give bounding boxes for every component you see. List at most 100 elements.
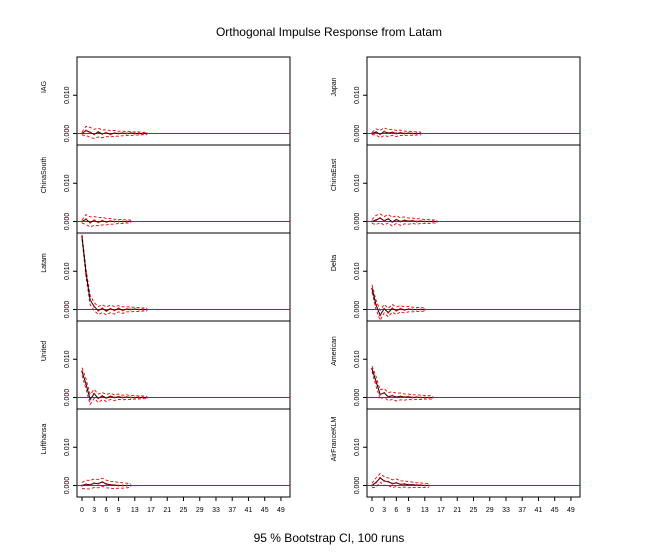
x-tick-label: 25 bbox=[470, 507, 478, 514]
irf-point bbox=[121, 484, 124, 487]
ci-upper-line bbox=[81, 367, 148, 397]
ci-lower-line bbox=[371, 292, 425, 322]
irf-point bbox=[117, 395, 120, 398]
y-tick-label: 0.010 bbox=[354, 174, 361, 192]
x-tick-label: 33 bbox=[502, 507, 510, 514]
irf-point bbox=[129, 220, 132, 223]
x-tick-label: 49 bbox=[567, 507, 575, 514]
irf-point bbox=[97, 309, 100, 312]
panel-united: 0.000 0.010 United bbox=[41, 320, 291, 410]
irf-point bbox=[407, 483, 410, 486]
ci-lower-line bbox=[81, 134, 147, 139]
ci-lower-line bbox=[371, 371, 433, 402]
panel-label: American bbox=[331, 336, 338, 366]
x-tick-label: 45 bbox=[551, 507, 559, 514]
chart-title: Orthogonal Impulse Response from Latam bbox=[215, 25, 443, 39]
irf-point bbox=[105, 131, 108, 134]
irf-point bbox=[395, 481, 398, 484]
irf-point bbox=[383, 219, 386, 222]
x-tick-label: 29 bbox=[486, 507, 494, 514]
y-tick-label: 0.010 bbox=[64, 438, 71, 456]
y-tick-label: 0.010 bbox=[354, 262, 361, 280]
panel-label: United bbox=[41, 341, 48, 361]
irf-point bbox=[129, 308, 132, 311]
panel-japan: 0.000 0.010 Japan bbox=[331, 56, 581, 146]
irf-point bbox=[399, 131, 402, 134]
irf-point bbox=[379, 476, 382, 479]
irf-point bbox=[419, 484, 422, 487]
panel-american: 0.000 0.010 American bbox=[331, 320, 581, 410]
irf-point bbox=[395, 396, 398, 399]
irf-point bbox=[423, 396, 426, 399]
irf-point bbox=[431, 396, 434, 399]
y-tick-label: 0.010 bbox=[64, 174, 71, 192]
panel-label: Japan bbox=[331, 77, 338, 96]
irf-point bbox=[395, 218, 398, 221]
x-tick-label: 9 bbox=[407, 507, 411, 514]
panel-chinasouth: 0.000 0.010 ChinaSouth bbox=[41, 144, 291, 234]
x-tick-label: 13 bbox=[131, 507, 139, 514]
ci-upper-line bbox=[81, 477, 131, 485]
irf-point bbox=[121, 220, 124, 223]
ci-upper-line bbox=[371, 127, 421, 133]
irf-point bbox=[145, 308, 148, 311]
x-tick-label: 25 bbox=[180, 507, 188, 514]
irf-point bbox=[117, 307, 120, 310]
irf-point bbox=[383, 479, 386, 482]
irf-point bbox=[411, 132, 414, 135]
irf-point bbox=[419, 396, 422, 399]
irf-point bbox=[97, 130, 100, 133]
panel-frame bbox=[366, 232, 581, 322]
irf-point bbox=[387, 217, 390, 220]
panel-label: Lufthansa bbox=[41, 424, 48, 455]
irf-point bbox=[133, 308, 136, 311]
irf-point bbox=[407, 132, 410, 135]
irf-point bbox=[415, 484, 418, 487]
x-tick-label: 0 bbox=[80, 507, 84, 514]
irf-point bbox=[133, 132, 136, 135]
x-tick-label: 6 bbox=[394, 507, 398, 514]
irf-point bbox=[101, 394, 104, 397]
irf-point bbox=[121, 309, 124, 312]
x-tick-label: 33 bbox=[212, 507, 220, 514]
irf-point bbox=[145, 132, 148, 135]
irf-point bbox=[383, 130, 386, 133]
ci-upper-line bbox=[81, 214, 131, 221]
irf-point bbox=[375, 481, 378, 484]
irf-point bbox=[371, 287, 373, 290]
irf-point bbox=[419, 308, 422, 311]
x-tick-label: 29 bbox=[196, 507, 204, 514]
x-tick-label: 3 bbox=[382, 507, 386, 514]
irf-point bbox=[101, 307, 104, 310]
irf-point bbox=[89, 221, 92, 224]
irf-point bbox=[85, 218, 88, 221]
y-tick-label: 0.000 bbox=[64, 301, 71, 319]
x-tick-label: 17 bbox=[437, 507, 445, 514]
y-tick-label: 0.010 bbox=[354, 86, 361, 104]
ci-upper-line bbox=[81, 125, 147, 133]
x-tick-label: 6 bbox=[104, 507, 108, 514]
irf-point bbox=[109, 133, 112, 136]
irf-point bbox=[379, 393, 382, 396]
irf-point bbox=[85, 483, 88, 486]
panel-airfranceklm: 0.000 0.010 AirFranceKLM 0 3 6 9 13 17 21 25 29 33 37… bbox=[331, 408, 581, 514]
irf-point bbox=[411, 483, 414, 486]
x-tick-label: 37 bbox=[228, 507, 236, 514]
irf-point bbox=[375, 303, 378, 306]
irf-point bbox=[129, 396, 132, 399]
irf-point bbox=[387, 132, 390, 135]
irf-point bbox=[415, 308, 418, 311]
irf-point bbox=[113, 484, 116, 487]
ci-upper-line bbox=[371, 284, 425, 312]
irf-point bbox=[403, 308, 406, 311]
x-tick-label: 45 bbox=[261, 507, 269, 514]
ci-lower-line bbox=[81, 239, 147, 316]
irf-point bbox=[387, 395, 390, 398]
irf-point bbox=[85, 129, 88, 132]
irf-point bbox=[375, 130, 378, 133]
irf-point bbox=[89, 298, 92, 301]
ci-upper-line bbox=[371, 365, 433, 397]
ci-lower-line bbox=[81, 222, 131, 228]
y-tick-label: 0.010 bbox=[64, 350, 71, 368]
